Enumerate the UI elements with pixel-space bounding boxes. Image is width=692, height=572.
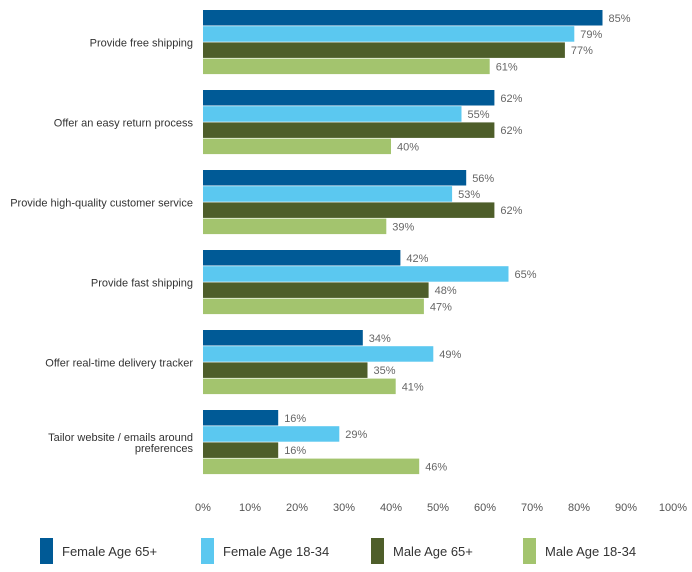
legend-swatch — [40, 538, 53, 564]
legend-label: Male Age 65+ — [393, 543, 473, 559]
bar — [203, 410, 279, 426]
category-label-line: Offer real-time delivery tracker — [45, 357, 193, 369]
category-label-line: Tailor website / emails around — [48, 432, 193, 444]
bar-group: 34% 49% 35% 41% — [203, 330, 462, 395]
data-label: 48% — [435, 285, 457, 297]
category-label-line: Offer an easy return process — [54, 117, 194, 129]
bar — [203, 362, 368, 378]
bar — [203, 90, 495, 106]
bar — [203, 426, 340, 442]
x-tick-label: 0% — [195, 502, 211, 514]
bar-group: 85% 79% 77% 61% — [203, 10, 631, 75]
data-label: 53% — [458, 189, 480, 201]
data-label: 40% — [397, 141, 419, 153]
bar — [203, 106, 462, 122]
bar — [203, 250, 401, 266]
bar — [203, 26, 575, 42]
bar — [203, 202, 495, 218]
bar — [203, 442, 279, 458]
bar — [203, 10, 603, 26]
data-label: 41% — [402, 381, 424, 393]
data-label: 62% — [500, 125, 522, 137]
data-label: 55% — [468, 109, 490, 121]
bar-group: 56% 53% 62% 39% — [203, 170, 523, 235]
legend-label: Female Age 65+ — [62, 543, 158, 559]
legend-swatch — [523, 538, 536, 564]
bar — [203, 138, 391, 155]
data-label: 61% — [496, 61, 518, 73]
bar — [203, 170, 467, 186]
bar — [203, 298, 424, 315]
legend-swatch — [371, 538, 384, 564]
legend-label: Male Age 18-34 — [545, 543, 637, 559]
legend-label: Female Age 18-34 — [223, 543, 330, 559]
x-tick-label: 30% — [333, 502, 355, 514]
data-label: 35% — [374, 365, 396, 377]
data-label: 56% — [472, 173, 494, 185]
category-label: Provide free shipping — [90, 37, 193, 49]
legend-swatch — [201, 538, 214, 564]
data-label: 39% — [392, 221, 414, 233]
bar-group: 42% 65% 48% 47% — [203, 250, 537, 315]
x-tick-label: 100% — [659, 502, 687, 514]
bar — [203, 186, 453, 202]
data-label: 79% — [580, 29, 602, 41]
category-label: Offer an easy return process — [54, 117, 194, 129]
data-label: 65% — [515, 269, 537, 281]
data-label: 62% — [500, 93, 522, 105]
bar — [203, 330, 363, 346]
category-label-line: Provide free shipping — [90, 37, 193, 49]
data-label: 29% — [345, 429, 367, 441]
x-tick-label: 40% — [380, 502, 402, 514]
category-label: Offer real-time delivery tracker — [45, 357, 193, 369]
category-label-line: Provide fast shipping — [91, 277, 193, 289]
data-label: 49% — [439, 349, 461, 361]
x-tick-label: 80% — [568, 502, 590, 514]
bar — [203, 218, 387, 235]
data-label: 34% — [369, 333, 391, 345]
bar — [203, 266, 509, 282]
x-tick-label: 70% — [521, 502, 543, 514]
x-tick-label: 50% — [427, 502, 449, 514]
data-label: 85% — [609, 13, 631, 25]
legend-item: Male Age 65+ — [371, 536, 473, 566]
bar-chart: 85%79%77%61%Provide free shipping62%55%6… — [10, 10, 687, 514]
category-label: Provide high-quality customer service — [10, 197, 193, 209]
bar-group: 62% 55% 62% 40% — [203, 90, 523, 155]
bar-group: 16% 29% 16% 46% — [203, 410, 447, 475]
bar — [203, 42, 565, 58]
bar — [203, 346, 434, 362]
data-label: 16% — [284, 445, 306, 457]
category-label: Tailor website / emails around preference… — [48, 432, 193, 455]
data-label: 16% — [284, 413, 306, 425]
legend-item: Female Age 65+ — [40, 536, 157, 566]
bar — [203, 378, 396, 395]
legend-item: Female Age 18-34 — [201, 536, 329, 566]
bar — [203, 58, 490, 75]
category-label: Provide fast shipping — [91, 277, 193, 289]
data-label: 77% — [571, 45, 593, 57]
data-label: 46% — [425, 461, 447, 473]
x-tick-label: 10% — [239, 502, 261, 514]
data-label: 47% — [430, 301, 452, 313]
x-tick-label: 60% — [474, 502, 496, 514]
chart-legend: Female Age 65+ Female Age 18-34 Male Age 6… — [0, 536, 692, 566]
category-label-line: preferences — [135, 443, 194, 455]
data-label: 42% — [406, 253, 428, 265]
x-tick-label: 90% — [615, 502, 637, 514]
bar — [203, 282, 429, 298]
data-label: 62% — [500, 205, 522, 217]
bar — [203, 122, 495, 138]
category-label-line: Provide high-quality customer service — [10, 197, 193, 209]
bar — [203, 458, 420, 475]
legend-item: Male Age 18-34 — [523, 536, 636, 566]
x-tick-label: 20% — [286, 502, 308, 514]
